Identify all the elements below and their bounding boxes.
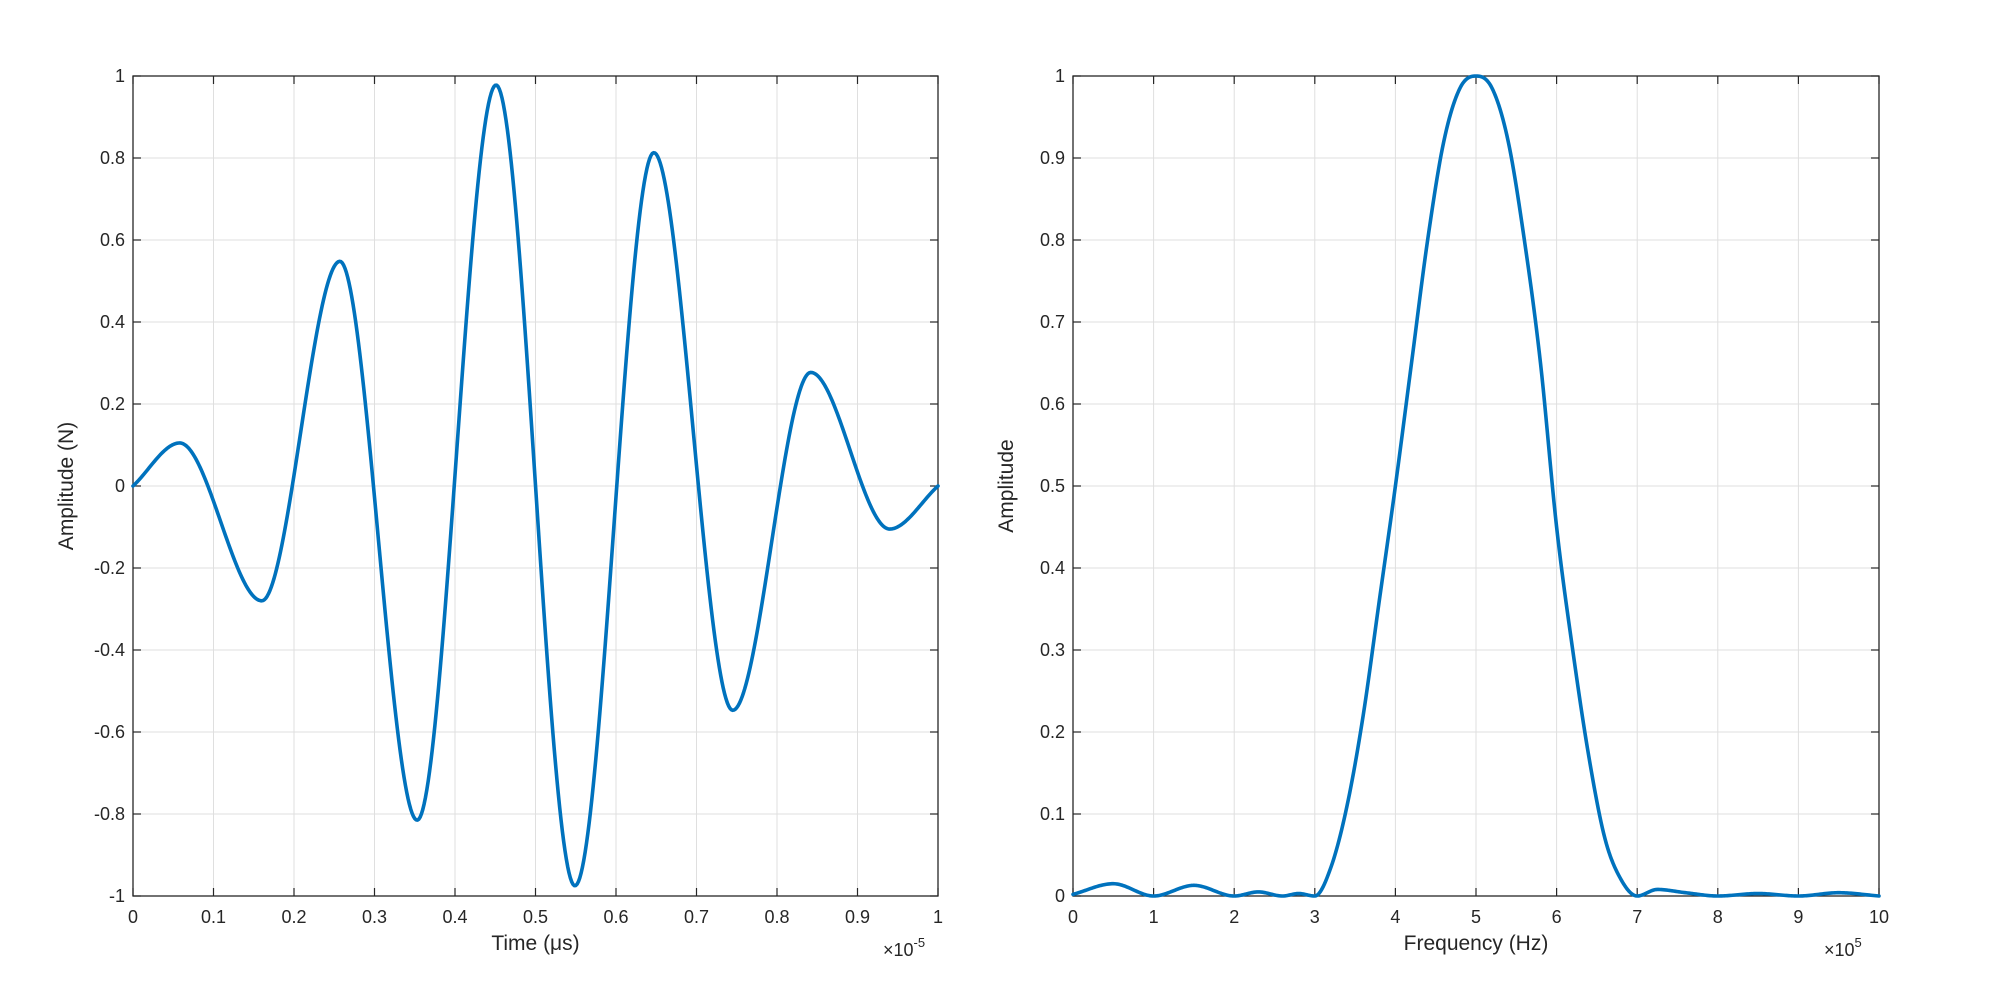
time-chart-x-tick-label: 0.3 [362,907,387,927]
frequency-chart-y-tick-label: 0.4 [1040,558,1065,578]
frequency-chart-x-tick-label: 6 [1552,907,1562,927]
time-chart-y-axis-label: Amplitude (N) [55,422,78,550]
frequency-chart-x-tick-label: 3 [1310,907,1320,927]
time-chart-y-tick-label: -0.2 [94,558,125,578]
time-chart-x-tick-label: 0.9 [845,907,870,927]
frequency-chart-x-tick-label: 7 [1632,907,1642,927]
time-chart-x-tick-label: 0.7 [684,907,709,927]
time-chart-series-line [131,83,940,888]
frequency-chart-ticks: 0 1 2 3 4 5 6 7 8 9 10 0 0.1 0.2 0.3 0.4 0.5 0.6 0.7 0.8 0.9… [1040,66,1889,927]
frequency-chart-x-exponent-power: 5 [1855,935,1862,950]
time-chart-y-tick-label: 0.6 [100,230,125,250]
frequency-chart-y-tick-label: 0.2 [1040,722,1065,742]
time-signal-chart: 0 0.1 0.2 0.3 0.4 0.5 0.6 0.7 0.8 0.9 1 -1 -0.8 -0.6 -… [55,66,943,960]
time-chart-y-tick-label: -0.8 [94,804,125,824]
time-chart-y-tick-label: -0.6 [94,722,125,742]
frequency-chart-x-tick-label: 5 [1471,907,1481,927]
frequency-chart-y-tick-label: 0.8 [1040,230,1065,250]
frequency-chart-y-axis-label: Amplitude [995,439,1018,532]
time-chart-y-tick-label: 0.4 [100,312,125,332]
time-chart-x-tick-label: 0.4 [442,907,467,927]
time-chart-y-tick-label: 0.8 [100,148,125,168]
time-chart-x-exponent: ×10-5 [883,935,925,960]
frequency-chart-x-tick-label: 10 [1869,907,1889,927]
frequency-chart-y-tick-label: 0.1 [1040,804,1065,824]
time-chart-x-exponent-power: -5 [914,935,926,950]
frequency-chart-y-tick-label: 0.3 [1040,640,1065,660]
frequency-chart-x-tick-label: 9 [1793,907,1803,927]
time-chart-x-tick-label: 0.8 [764,907,789,927]
frequency-chart-x-exponent: ×105 [1824,935,1862,960]
frequency-chart-y-tick-label: 1 [1055,66,1065,86]
time-chart-x-tick-label: 0 [128,907,138,927]
frequency-chart-y-tick-label: 0.7 [1040,312,1065,332]
time-chart-x-tick-label: 0.5 [523,907,548,927]
time-chart-y-tick-label: 0 [115,476,125,496]
time-chart-y-tick-label: -0.4 [94,640,125,660]
frequency-spectrum-chart: 0 1 2 3 4 5 6 7 8 9 10 0 0.1 0.2 0.3 0.4 0.5 0.6 0.7 0.8 0.9… [995,66,1889,960]
frequency-chart-series [1071,74,1881,898]
time-chart-y-tick-label: -1 [109,886,125,906]
frequency-chart-y-tick-label: 0 [1055,886,1065,906]
frequency-chart-x-tick-label: 8 [1713,907,1723,927]
time-chart-x-tick-label: 1 [933,907,943,927]
time-chart-x-tick-label: 0.2 [281,907,306,927]
time-chart-y-tick-label: 0.2 [100,394,125,414]
frequency-chart-y-tick-label: 0.6 [1040,394,1065,414]
frequency-chart-x-axis-label: Frequency (Hz) [1404,932,1549,955]
time-chart-x-axis-label: Time (μs) [491,932,579,955]
frequency-chart-series-line [1071,74,1881,898]
frequency-chart-x-tick-label: 0 [1068,907,1078,927]
time-chart-series [131,83,940,888]
frequency-chart-y-tick-label: 0.9 [1040,148,1065,168]
time-chart-y-tick-label: 1 [115,66,125,86]
frequency-chart-x-tick-label: 2 [1229,907,1239,927]
frequency-chart-y-tick-label: 0.5 [1040,476,1065,496]
time-chart-x-tick-label: 0.6 [603,907,628,927]
time-chart-x-exponent-base: ×10 [883,940,914,960]
time-chart-ticks: 0 0.1 0.2 0.3 0.4 0.5 0.6 0.7 0.8 0.9 1 -1 -0.8 -0.6 -… [94,66,943,927]
frequency-chart-x-tick-label: 1 [1149,907,1159,927]
frequency-chart-x-exponent-base: ×10 [1824,940,1855,960]
frequency-chart-x-tick-label: 4 [1390,907,1400,927]
time-chart-x-tick-label: 0.1 [201,907,226,927]
